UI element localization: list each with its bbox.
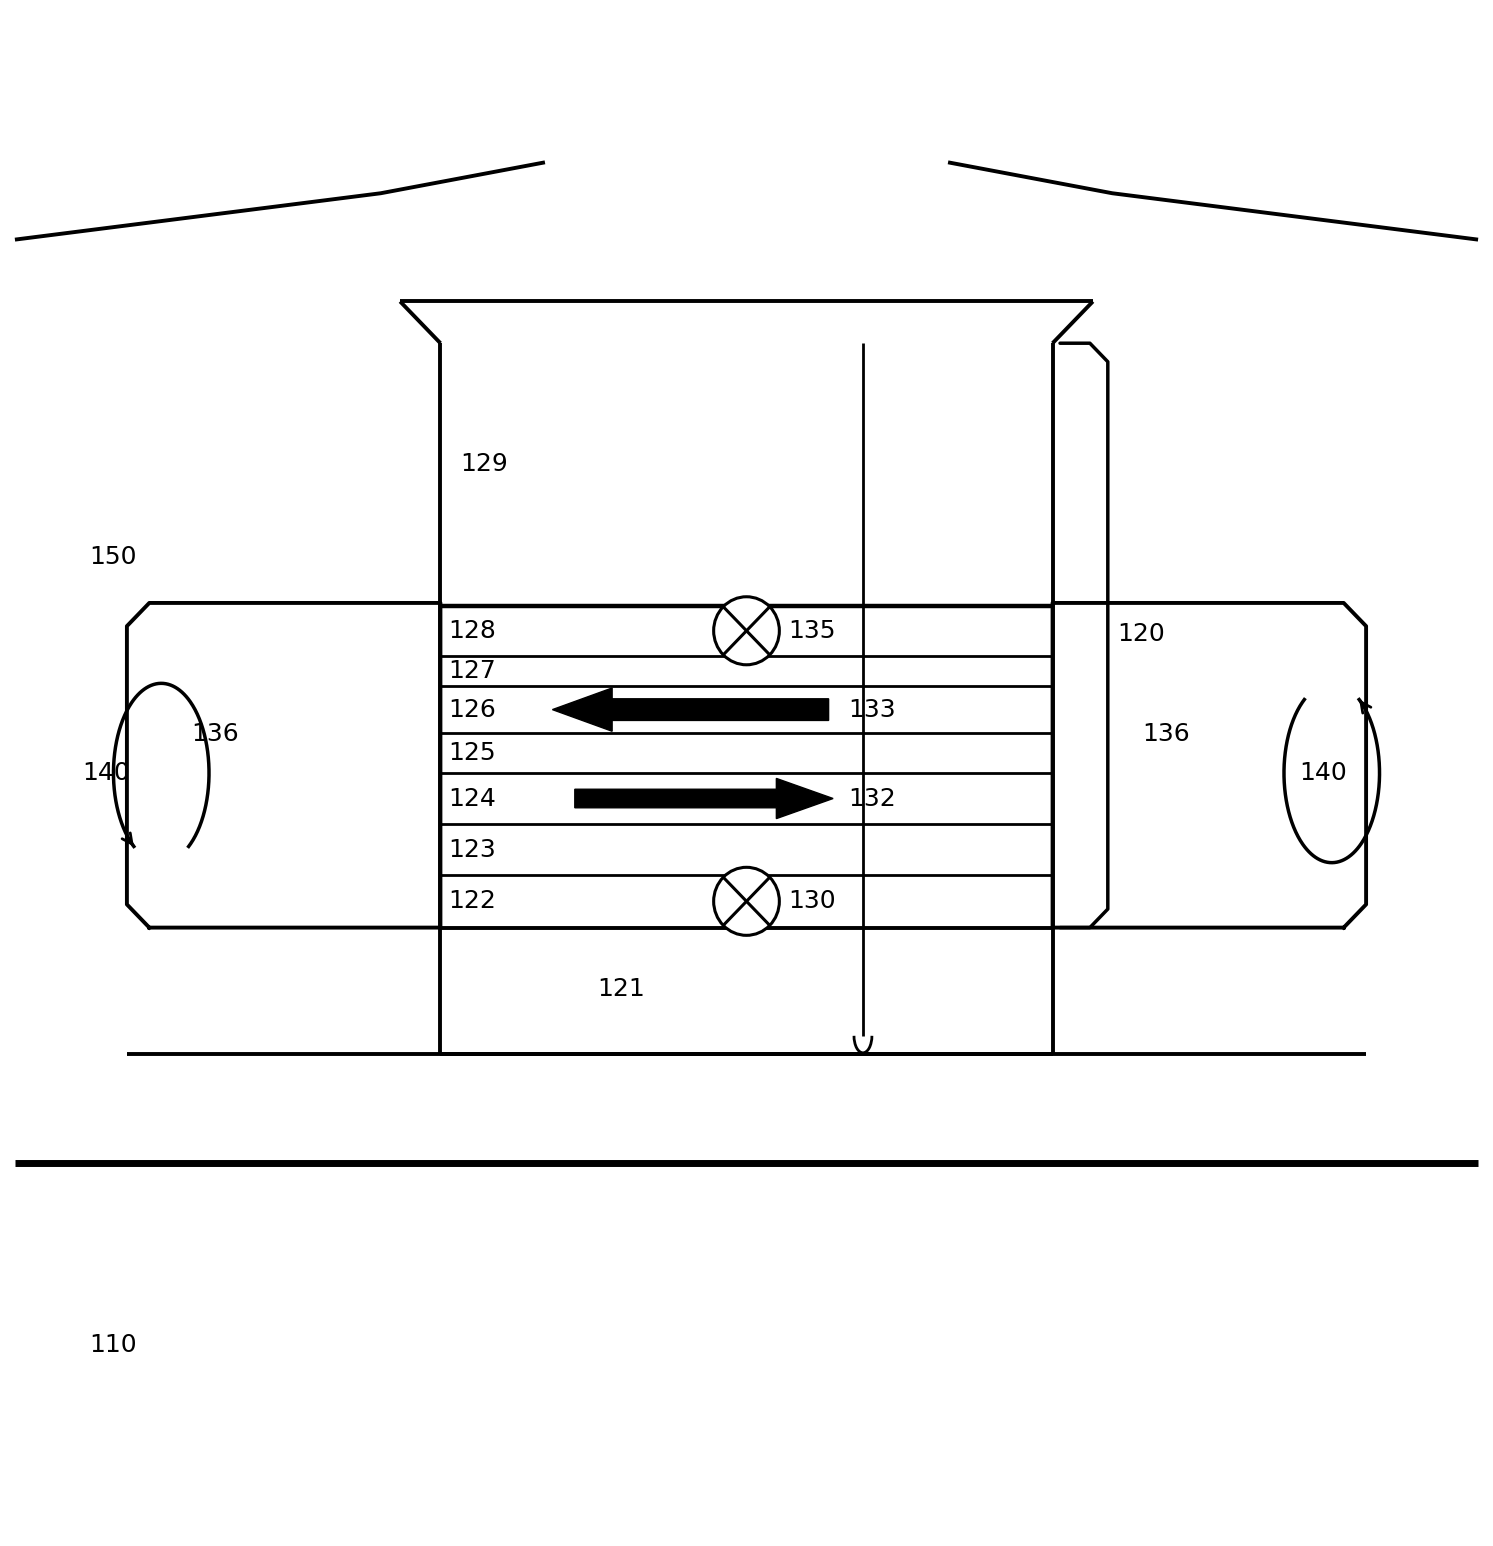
Text: 135: 135 <box>788 618 836 643</box>
Text: 136: 136 <box>1142 722 1190 747</box>
Text: 132: 132 <box>848 787 896 810</box>
Text: 140: 140 <box>82 761 130 785</box>
Text: 120: 120 <box>1117 621 1165 646</box>
Text: 129: 129 <box>460 451 508 476</box>
Text: 150: 150 <box>90 544 137 569</box>
Text: 121: 121 <box>597 977 645 1002</box>
Text: 133: 133 <box>848 697 896 722</box>
Text: 126: 126 <box>448 697 496 722</box>
Text: 124: 124 <box>448 787 496 810</box>
Circle shape <box>714 597 779 665</box>
Text: 125: 125 <box>448 741 496 765</box>
Circle shape <box>714 867 779 935</box>
Text: 136: 136 <box>191 722 239 747</box>
Text: 128: 128 <box>448 618 496 643</box>
FancyArrow shape <box>575 779 833 819</box>
Text: 122: 122 <box>448 889 496 914</box>
Text: 127: 127 <box>448 659 496 683</box>
Text: 123: 123 <box>448 838 496 861</box>
Text: 130: 130 <box>788 889 836 914</box>
Text: 110: 110 <box>90 1333 137 1357</box>
FancyArrow shape <box>552 688 829 731</box>
Text: 140: 140 <box>1299 761 1347 785</box>
